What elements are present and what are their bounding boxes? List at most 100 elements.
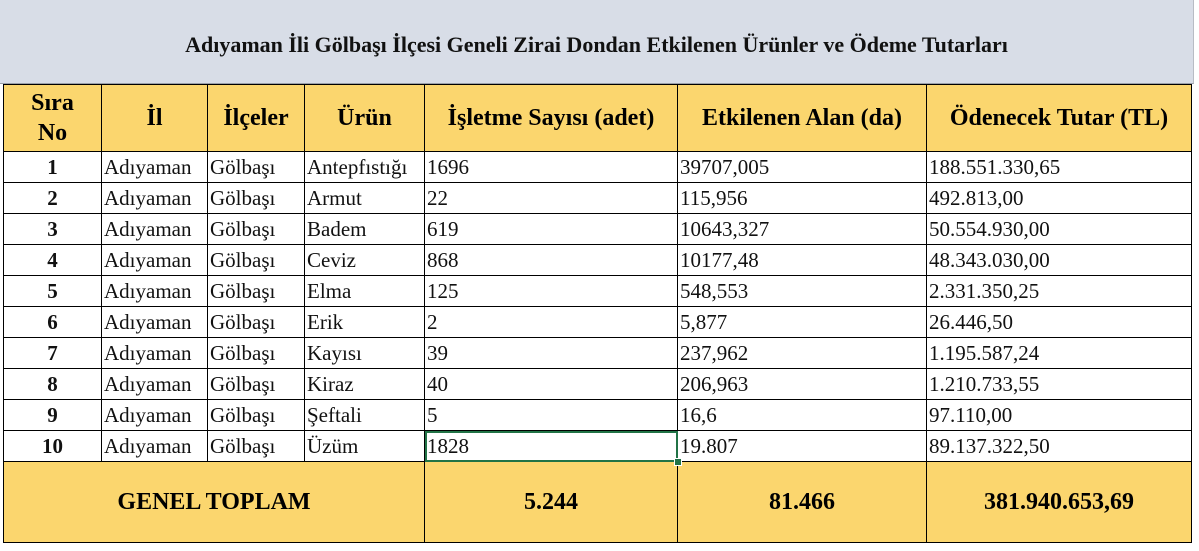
cell-urun[interactable]: Şeftali: [304, 399, 425, 431]
cell-il[interactable]: Adıyaman: [101, 213, 208, 245]
cell-sira-no[interactable]: 4: [3, 244, 102, 276]
cell-isletme[interactable]: 619: [424, 213, 678, 245]
cell-ilce[interactable]: Gölbaşı: [207, 306, 305, 338]
cell-isletme[interactable]: 22: [424, 182, 678, 214]
header-cell-urun[interactable]: Ürün: [304, 84, 425, 152]
header-cell-il[interactable]: İl: [101, 84, 208, 152]
cell-urun[interactable]: Kiraz: [304, 368, 425, 400]
cell-sira-no[interactable]: 7: [3, 337, 102, 369]
data-rows: 1 Adıyaman Gölbaşı Antepfıstığı 1696 39707,00…: [3, 151, 1192, 462]
cell-ilce[interactable]: Gölbaşı: [207, 275, 305, 307]
cell-urun[interactable]: Badem: [304, 213, 425, 245]
cell-tutar[interactable]: 89.137.322,50: [926, 430, 1192, 462]
cell-alan[interactable]: 548,553: [677, 275, 927, 307]
cell-sira-no[interactable]: 2: [3, 182, 102, 214]
table-row: 8 Adıyaman Gölbaşı Kiraz 40 206,963 1.210.733,…: [3, 368, 1192, 400]
cell-tutar[interactable]: 50.554.930,00: [926, 213, 1192, 245]
header-cell-ilceler[interactable]: İlçeler: [207, 84, 305, 152]
cell-isletme[interactable]: 40: [424, 368, 678, 400]
cell-ilce[interactable]: Gölbaşı: [207, 337, 305, 369]
cell-alan[interactable]: 237,962: [677, 337, 927, 369]
cell-il[interactable]: Adıyaman: [101, 337, 208, 369]
cell-il[interactable]: Adıyaman: [101, 430, 208, 462]
cell-ilce[interactable]: Gölbaşı: [207, 244, 305, 276]
cell-ilce[interactable]: Gölbaşı: [207, 213, 305, 245]
header-cell-sira-no[interactable]: Sıra No: [3, 84, 102, 152]
cell-isletme[interactable]: 868: [424, 244, 678, 276]
table-row: 9 Adıyaman Gölbaşı Şeftali 5 16,6 97.110,00: [3, 399, 1192, 431]
header-cell-isletme[interactable]: İşletme Sayısı (adet): [424, 84, 678, 152]
cell-isletme[interactable]: 1828: [424, 430, 678, 462]
cell-ilce[interactable]: Gölbaşı: [207, 399, 305, 431]
cell-sira-no[interactable]: 10: [3, 430, 102, 462]
cell-isletme[interactable]: 1696: [424, 151, 678, 183]
cell-urun[interactable]: Antepfıstığı: [304, 151, 425, 183]
sheet-edge: [1194, 0, 1199, 551]
cell-isletme[interactable]: 125: [424, 275, 678, 307]
cell-il[interactable]: Adıyaman: [101, 399, 208, 431]
table-row: 4 Adıyaman Gölbaşı Ceviz 868 10177,48 48.343.0…: [3, 244, 1192, 276]
cell-urun[interactable]: Kayısı: [304, 337, 425, 369]
cell-sira-no[interactable]: 9: [3, 399, 102, 431]
cell-alan[interactable]: 10643,327: [677, 213, 927, 245]
table-row: 5 Adıyaman Gölbaşı Elma 125 548,553 2.331.350,…: [3, 275, 1192, 307]
cell-sira-no[interactable]: 1: [3, 151, 102, 183]
header-sira-line2: No: [37, 120, 68, 146]
table-row: 10 Adıyaman Gölbaşı Üzüm 1828 19.807 89.137.32…: [3, 430, 1192, 462]
cell-il[interactable]: Adıyaman: [101, 368, 208, 400]
cell-il[interactable]: Adıyaman: [101, 182, 208, 214]
page-title: Adıyaman İli Gölbaşı İlçesi Geneli Zirai…: [185, 31, 1008, 57]
cell-tutar[interactable]: 2.331.350,25: [926, 275, 1192, 307]
cell-sira-no[interactable]: 3: [3, 213, 102, 245]
cell-sira-no[interactable]: 6: [3, 306, 102, 338]
total-tutar-cell[interactable]: 381.940.653,69: [926, 461, 1192, 543]
cell-il[interactable]: Adıyaman: [101, 151, 208, 183]
cell-urun[interactable]: Ceviz: [304, 244, 425, 276]
cell-alan[interactable]: 5,877: [677, 306, 927, 338]
cell-alan[interactable]: 39707,005: [677, 151, 927, 183]
cell-tutar[interactable]: 1.210.733,55: [926, 368, 1192, 400]
cell-isletme[interactable]: 5: [424, 399, 678, 431]
cell-tutar[interactable]: 26.446,50: [926, 306, 1192, 338]
cell-ilce[interactable]: Gölbaşı: [207, 182, 305, 214]
cell-urun[interactable]: Üzüm: [304, 430, 425, 462]
cell-tutar[interactable]: 97.110,00: [926, 399, 1192, 431]
cell-sira-no[interactable]: 8: [3, 368, 102, 400]
cell-urun[interactable]: Armut: [304, 182, 425, 214]
cell-il[interactable]: Adıyaman: [101, 244, 208, 276]
cell-il[interactable]: Adıyaman: [101, 306, 208, 338]
cell-alan[interactable]: 16,6: [677, 399, 927, 431]
cell-ilce[interactable]: Gölbaşı: [207, 430, 305, 462]
cell-alan[interactable]: 10177,48: [677, 244, 927, 276]
cell-urun[interactable]: Erik: [304, 306, 425, 338]
header-cell-alan[interactable]: Etkilenen Alan (da): [677, 84, 927, 152]
cell-alan[interactable]: 115,956: [677, 182, 927, 214]
table-row: 3 Adıyaman Gölbaşı Badem 619 10643,327 50.554.…: [3, 213, 1192, 245]
cell-sira-no[interactable]: 5: [3, 275, 102, 307]
selection-fill-handle[interactable]: [674, 458, 682, 466]
cell-tutar[interactable]: 492.813,00: [926, 182, 1192, 214]
cell-tutar[interactable]: 188.551.330,65: [926, 151, 1192, 183]
cell-isletme[interactable]: 2: [424, 306, 678, 338]
cell-ilce[interactable]: Gölbaşı: [207, 368, 305, 400]
total-row: GENEL TOPLAM 5.244 81.466 381.940.653,69: [3, 461, 1192, 543]
title-bar: Adıyaman İli Gölbaşı İlçesi Geneli Zirai…: [0, 0, 1194, 84]
total-isletme-cell[interactable]: 5.244: [424, 461, 678, 543]
header-sira-line1: Sıra: [31, 90, 74, 116]
cell-il[interactable]: Adıyaman: [101, 275, 208, 307]
table-row: 2 Adıyaman Gölbaşı Armut 22 115,956 492.813,00: [3, 182, 1192, 214]
table-row: 7 Adıyaman Gölbaşı Kayısı 39 237,962 1.195.587…: [3, 337, 1192, 369]
total-alan-cell[interactable]: 81.466: [677, 461, 927, 543]
cell-alan[interactable]: 206,963: [677, 368, 927, 400]
cell-isletme[interactable]: 39: [424, 337, 678, 369]
cell-tutar[interactable]: 1.195.587,24: [926, 337, 1192, 369]
table-row: 6 Adıyaman Gölbaşı Erik 2 5,877 26.446,50: [3, 306, 1192, 338]
spreadsheet-table: Sıra No İl İlçeler Ürün İşletme Sayısı (…: [3, 84, 1192, 543]
header-cell-tutar[interactable]: Ödenecek Tutar (TL): [926, 84, 1192, 152]
cell-ilce[interactable]: Gölbaşı: [207, 151, 305, 183]
table-row: 1 Adıyaman Gölbaşı Antepfıstığı 1696 39707,00…: [3, 151, 1192, 183]
total-label-cell[interactable]: GENEL TOPLAM: [3, 461, 425, 543]
cell-urun[interactable]: Elma: [304, 275, 425, 307]
cell-alan[interactable]: 19.807: [677, 430, 927, 462]
cell-tutar[interactable]: 48.343.030,00: [926, 244, 1192, 276]
